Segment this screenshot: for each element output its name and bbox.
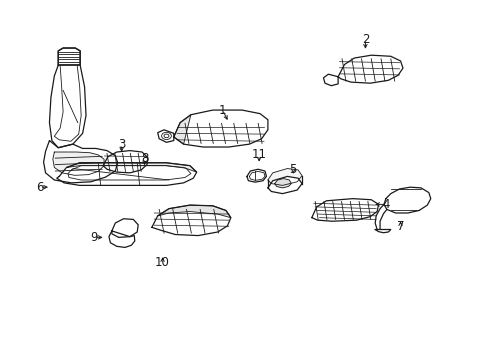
Polygon shape [112,219,138,237]
Polygon shape [311,199,378,221]
Polygon shape [173,110,267,147]
Polygon shape [274,179,291,188]
Polygon shape [49,48,86,148]
Text: 8: 8 [141,152,148,165]
Polygon shape [68,166,190,180]
Text: 5: 5 [289,163,296,176]
Text: 10: 10 [155,256,170,269]
Text: 6: 6 [36,181,43,194]
Polygon shape [374,229,390,233]
Text: 7: 7 [396,220,404,233]
Polygon shape [53,152,104,175]
Polygon shape [246,169,266,182]
Polygon shape [158,130,173,142]
Text: 9: 9 [90,231,98,244]
Polygon shape [152,205,230,235]
Text: 11: 11 [251,148,266,161]
Polygon shape [57,163,196,185]
Polygon shape [58,48,80,65]
Polygon shape [383,187,430,213]
Polygon shape [173,115,190,144]
Polygon shape [267,176,302,194]
Text: 4: 4 [382,198,389,211]
Polygon shape [103,150,148,173]
Polygon shape [43,140,118,183]
Text: 3: 3 [118,138,125,150]
Polygon shape [337,55,402,83]
Polygon shape [267,168,302,185]
Polygon shape [323,74,337,86]
Text: 1: 1 [218,104,226,117]
Polygon shape [158,205,230,218]
Polygon shape [109,231,135,247]
Text: 2: 2 [361,33,368,46]
Polygon shape [66,163,196,172]
